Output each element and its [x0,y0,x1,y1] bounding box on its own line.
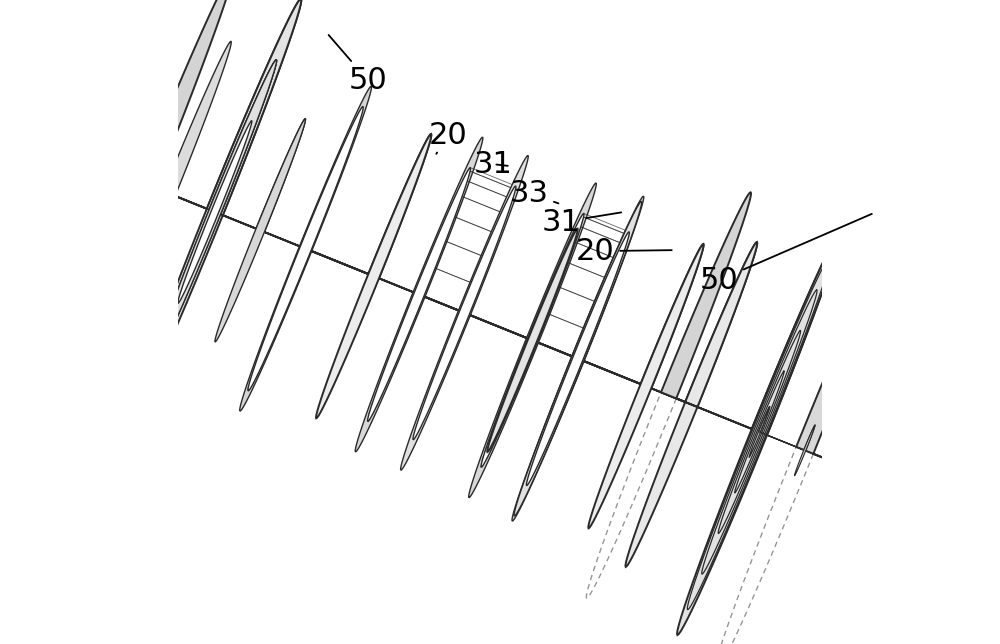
Polygon shape [153,60,277,365]
Polygon shape [625,242,757,567]
Polygon shape [413,186,516,440]
Text: 31: 31 [542,207,621,237]
Polygon shape [0,82,41,139]
Polygon shape [794,425,815,476]
Polygon shape [481,213,584,467]
Polygon shape [796,222,1000,500]
Text: 31: 31 [474,149,513,179]
Polygon shape [153,60,277,365]
Polygon shape [677,229,842,635]
Polygon shape [401,155,528,470]
Text: 20: 20 [429,120,468,154]
Polygon shape [316,134,431,418]
Polygon shape [460,201,578,342]
Polygon shape [211,100,306,232]
Text: 50: 50 [700,214,872,295]
Polygon shape [917,473,973,515]
Polygon shape [25,119,41,158]
Polygon shape [528,213,629,361]
Polygon shape [120,118,174,251]
Polygon shape [487,229,578,452]
Polygon shape [209,50,757,407]
Polygon shape [164,41,277,214]
Polygon shape [514,202,642,516]
Polygon shape [512,196,644,521]
Polygon shape [368,167,471,421]
Polygon shape [178,120,252,303]
Polygon shape [128,0,301,425]
Polygon shape [526,232,629,486]
Polygon shape [215,118,306,342]
Polygon shape [520,216,636,501]
Polygon shape [414,167,516,315]
Polygon shape [588,244,704,528]
Polygon shape [139,0,301,215]
Polygon shape [31,73,174,185]
Polygon shape [573,216,704,388]
Polygon shape [240,86,371,411]
Polygon shape [826,268,1000,644]
Polygon shape [355,137,483,452]
Text: 20: 20 [576,236,672,266]
Polygon shape [248,106,363,391]
Polygon shape [661,193,842,435]
Polygon shape [526,232,629,486]
Polygon shape [0,79,950,506]
Polygon shape [413,186,516,440]
Polygon shape [469,183,596,498]
Text: 33: 33 [509,178,558,208]
Polygon shape [932,482,950,528]
Polygon shape [758,406,815,451]
Text: 50: 50 [329,35,387,95]
Polygon shape [954,491,973,537]
Polygon shape [300,106,431,278]
